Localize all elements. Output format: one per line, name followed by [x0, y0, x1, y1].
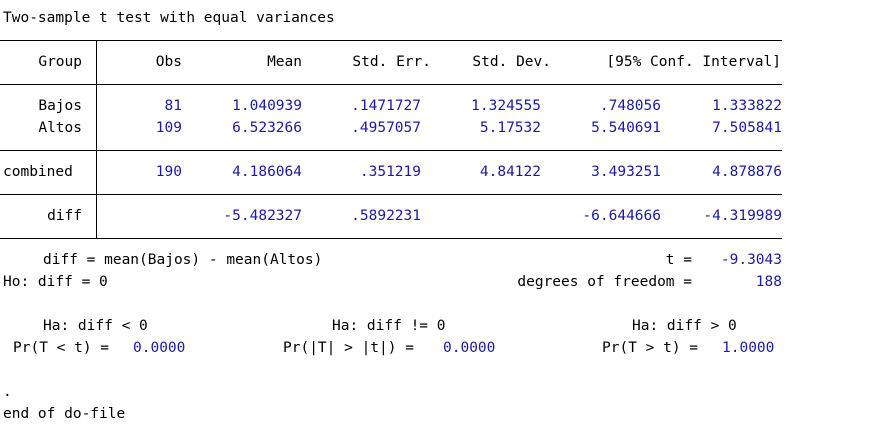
row-ci-low: 3.493251 — [591, 164, 661, 180]
row-std-dev: 5.17532 — [479, 120, 541, 136]
null-hypothesis: Ho: diff = 0 — [3, 274, 108, 290]
header-ci: [95% Conf. Interval] — [606, 54, 781, 70]
row-group: combined — [3, 164, 73, 180]
pr-mid-value: 0.0000 — [443, 340, 496, 356]
row-ci-high: 7.505841 — [712, 120, 782, 136]
header-group: Group — [38, 54, 82, 70]
row-ci-low: .748056 — [599, 98, 661, 114]
pr-left-value: 0.0000 — [133, 340, 186, 356]
ha-mid: Ha: diff != 0 — [332, 318, 446, 334]
pr-left-label: Pr(T < t) = — [13, 340, 110, 356]
header-rule — [0, 84, 782, 85]
row-ci-high: 1.333822 — [712, 98, 782, 114]
header-mean: Mean — [267, 54, 302, 70]
end-of-do-file: end of do-file — [3, 406, 126, 422]
header-obs: Obs — [155, 54, 182, 70]
row-group: Bajos — [38, 98, 82, 114]
table-separator — [96, 40, 97, 239]
diff-definition: diff = mean(Bajos) - mean(Altos) — [43, 252, 323, 268]
row-mean: 6.523266 — [232, 120, 302, 136]
row-obs: 81 — [164, 98, 182, 114]
row-std-err: .5892231 — [351, 208, 421, 224]
table-top-rule — [0, 40, 782, 41]
row-std-dev: 1.324555 — [471, 98, 541, 114]
header-std-dev: Std. Dev. — [472, 54, 551, 70]
row-group: diff — [47, 208, 82, 224]
df-label: degrees of freedom = — [517, 274, 692, 290]
row-ci-high: 4.878876 — [712, 164, 782, 180]
row-mean: 4.186064 — [232, 164, 302, 180]
pr-mid-label: Pr(|T| > |t|) = — [283, 340, 414, 356]
pr-right-label: Pr(T > t) = — [602, 340, 699, 356]
t-label: t = — [665, 252, 692, 268]
row-ci-low: -6.644666 — [582, 208, 661, 224]
t-value: -9.3043 — [720, 252, 782, 268]
row-std-err: .4957057 — [351, 120, 421, 136]
header-std-err: Std. Err. — [352, 54, 431, 70]
row-std-dev: 4.84122 — [479, 164, 541, 180]
combined-rule — [0, 194, 782, 195]
row-ci-low: 5.540691 — [591, 120, 661, 136]
row-mean: 1.040939 — [232, 98, 302, 114]
row-obs: 190 — [155, 164, 182, 180]
df-value: 188 — [755, 274, 782, 290]
row-mean: -5.482327 — [223, 208, 302, 224]
row-std-err: .1471727 — [351, 98, 421, 114]
command-prompt-dot: . — [3, 384, 12, 400]
row-std-err: .351219 — [359, 164, 421, 180]
output-title: Two-sample t test with equal variances — [3, 10, 335, 26]
row-ci-high: -4.319989 — [703, 208, 782, 224]
row-group: Altos — [38, 120, 82, 136]
diff-rule — [0, 238, 782, 239]
ha-right: Ha: diff > 0 — [632, 318, 737, 334]
ha-left: Ha: diff < 0 — [43, 318, 148, 334]
pr-right-value: 1.0000 — [722, 340, 775, 356]
groups-rule — [0, 150, 782, 151]
row-obs: 109 — [155, 120, 182, 136]
